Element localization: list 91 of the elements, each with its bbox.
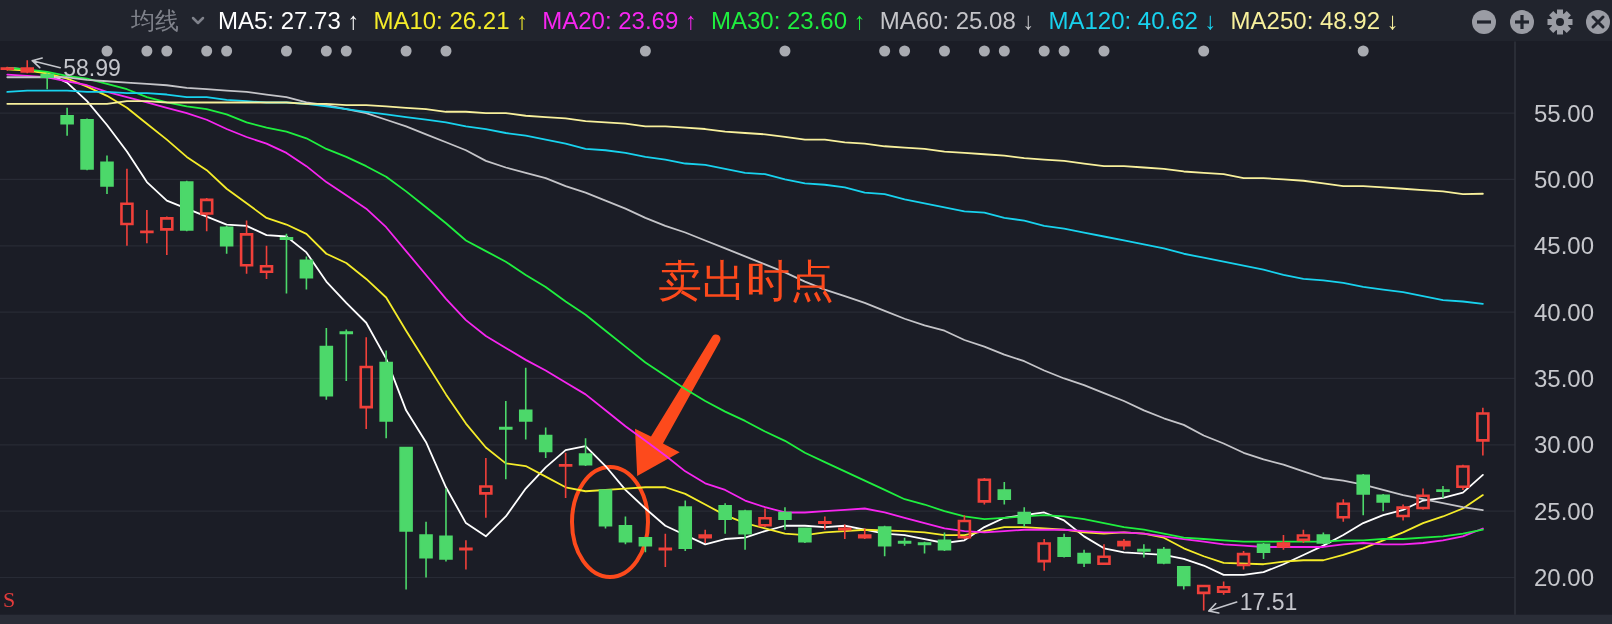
candlestick [778, 506, 792, 531]
candlestick [0, 65, 15, 72]
line-series [6, 89, 1484, 305]
candlestick [20, 59, 35, 75]
candlestick [1416, 487, 1430, 511]
candlestick [718, 502, 732, 535]
candlestick [279, 233, 294, 295]
y-tick-label: 55.00 [1533, 99, 1595, 127]
candlestick [359, 336, 373, 430]
line-series [6, 100, 1484, 195]
candlestick [1476, 406, 1490, 457]
candlestick [199, 197, 214, 232]
candlestick [179, 179, 194, 232]
candlestick [399, 446, 413, 591]
candlestick [758, 507, 772, 528]
candlestick [917, 540, 932, 555]
candlestick [1396, 503, 1410, 522]
candlestick [479, 457, 493, 519]
y-tick-label: 45.00 [1533, 232, 1595, 260]
candlestick [1157, 546, 1171, 566]
candlestick [1456, 463, 1470, 491]
candlestick [1037, 538, 1051, 572]
candlestick [1097, 543, 1111, 566]
candlestick [140, 209, 154, 244]
annotation: 17.51 [1239, 589, 1298, 616]
candlestick [618, 515, 633, 546]
annotation: S [3, 587, 16, 612]
y-tick-label: 30.00 [1533, 431, 1595, 459]
candlestick [838, 523, 852, 540]
candlestick [1436, 485, 1450, 499]
candlestick [798, 527, 812, 544]
y-tick-label: 25.00 [1533, 497, 1595, 525]
candlestick [120, 168, 134, 247]
candlestick [558, 451, 573, 499]
candlestick [1077, 548, 1091, 568]
candlestick [499, 400, 513, 481]
text: MA120: 40.62 ↓ [1048, 6, 1217, 35]
y-tick-label: 20.00 [1533, 564, 1595, 591]
candlestick [80, 117, 94, 171]
candlestick [1356, 473, 1370, 516]
text: MA10: 26.21 ↑ [373, 6, 529, 35]
candlestick [1117, 538, 1131, 551]
candlestick [738, 509, 752, 551]
candlestick [818, 515, 832, 531]
y-tick-label: 40.00 [1533, 298, 1595, 326]
candlestick [638, 536, 653, 554]
candlestick [459, 539, 473, 571]
text: MA20: 23.69 ↑ [542, 6, 697, 35]
candlestick [698, 528, 712, 544]
candlestick [1256, 542, 1271, 560]
text: MA30: 23.60 ↑ [710, 6, 866, 35]
candlestick [1296, 528, 1311, 544]
candlestick [40, 72, 54, 91]
candlestick [1137, 543, 1151, 559]
candlestick [319, 327, 334, 401]
candlestick [1376, 493, 1390, 512]
y-tick-label: 35.00 [1533, 364, 1595, 392]
candlestick [100, 154, 114, 195]
candlestick [538, 426, 553, 459]
candlestick [937, 531, 952, 552]
text: MA5: 27.73 ↑ [218, 6, 360, 35]
candlestick [419, 520, 433, 579]
candlestick [857, 527, 872, 540]
candlestick [598, 489, 613, 530]
legend-title: 均线 [131, 5, 179, 36]
candlestick [1176, 566, 1191, 591]
candlestick [60, 106, 74, 137]
candlestick [339, 328, 354, 382]
candlestick [578, 437, 593, 467]
candlestick [1057, 532, 1071, 559]
candlestick [678, 499, 693, 552]
candlestick [439, 487, 453, 563]
candlestick [1276, 534, 1291, 551]
text: MA250: 48.92 ↓ [1230, 6, 1399, 35]
annotation: 58.99 [63, 54, 121, 81]
candlestick [299, 255, 314, 291]
candlestick [1316, 531, 1331, 546]
candlestick [379, 349, 393, 439]
candlestick [1336, 498, 1351, 523]
y-tick-label: 50.00 [1533, 165, 1595, 193]
candlestick [1017, 506, 1032, 528]
candlestick [1196, 584, 1211, 612]
candlestick [219, 225, 234, 255]
candlestick [658, 532, 673, 568]
candlestick [1216, 580, 1231, 596]
candlestick [897, 536, 912, 547]
candlestick [160, 215, 174, 256]
text: MA60: 25.08 ↓ [879, 6, 1035, 35]
candlestick [877, 524, 892, 558]
candlestick [997, 481, 1012, 506]
candlestick [518, 367, 533, 441]
